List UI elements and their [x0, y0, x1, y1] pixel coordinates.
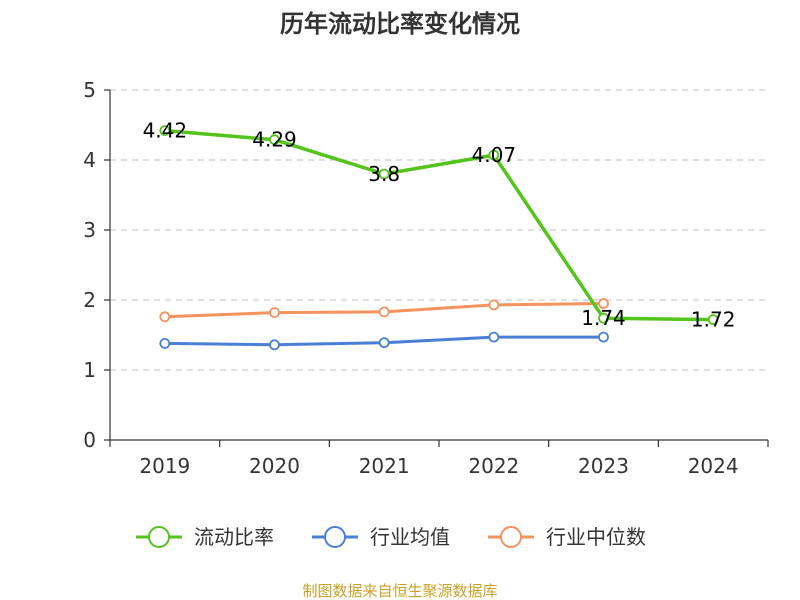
legend-marker: [500, 526, 522, 548]
y-tick-label: 0: [83, 428, 96, 452]
y-tick-label: 1: [83, 358, 96, 382]
x-tick-label: 2019: [139, 454, 190, 478]
y-tick-label: 3: [83, 218, 96, 242]
data-point[interactable]: [707, 314, 719, 326]
data-point[interactable]: [488, 299, 500, 311]
data-point[interactable]: [598, 312, 609, 324]
data-point[interactable]: [269, 339, 280, 351]
legend-label: 行业中位数: [546, 525, 646, 549]
x-tick-label: 2020: [249, 454, 300, 478]
data-label: 4.42: [143, 119, 188, 143]
data-point[interactable]: [159, 125, 171, 137]
legend-label: 行业均值: [370, 525, 450, 549]
data-point[interactable]: [269, 134, 280, 146]
y-tick-label: 2: [83, 288, 96, 312]
legend-item-1[interactable]: 行业均值: [312, 525, 450, 549]
data-point[interactable]: [378, 306, 390, 318]
legend: 流动比率 行业均值 行业中位数: [136, 525, 646, 549]
data-labels: 4.42 4.29 3.8 4.07 1.74 1.72: [143, 119, 736, 332]
legend-marker: [148, 526, 170, 548]
data-label: 3.8: [368, 162, 400, 186]
data-point[interactable]: [488, 331, 500, 343]
gridlines: [110, 89, 768, 371]
series-2: [159, 298, 609, 323]
legend-item-2[interactable]: 行业中位数: [488, 525, 646, 549]
axes: 0 1 2 3 4 5 2019 2020 2021 2022 2023 2024: [83, 78, 769, 478]
series-1: [159, 331, 609, 351]
y-tick-label: 5: [83, 78, 96, 102]
data-label: 1.72: [691, 308, 736, 332]
data-point[interactable]: [598, 331, 609, 343]
series-line: [164, 128, 714, 322]
data-point[interactable]: [269, 307, 280, 319]
legend-label: 流动比率: [194, 525, 274, 549]
x-tick-label: 2023: [578, 454, 629, 478]
data-label: 1.74: [581, 306, 626, 330]
series-0: [159, 125, 719, 326]
data-point[interactable]: [159, 337, 171, 349]
data-point[interactable]: [598, 298, 609, 309]
y-tick-label: 4: [83, 148, 96, 172]
data-point[interactable]: [488, 149, 500, 161]
data-point[interactable]: [378, 168, 390, 180]
x-tick-label: 2022: [468, 454, 519, 478]
data-label: 4.29: [252, 128, 297, 152]
x-tick-label: 2021: [359, 454, 410, 478]
data-point[interactable]: [378, 337, 390, 349]
source-note: 制图数据来自恒生聚源数据库: [302, 582, 497, 600]
legend-marker: [324, 526, 346, 548]
x-tick-label: 2024: [688, 454, 739, 478]
legend-item-0[interactable]: 流动比率: [136, 525, 274, 549]
series-layer: [159, 125, 719, 351]
chart-title: 历年流动比率变化情况: [280, 10, 520, 38]
data-point[interactable]: [159, 311, 171, 323]
data-label: 4.07: [472, 143, 517, 167]
